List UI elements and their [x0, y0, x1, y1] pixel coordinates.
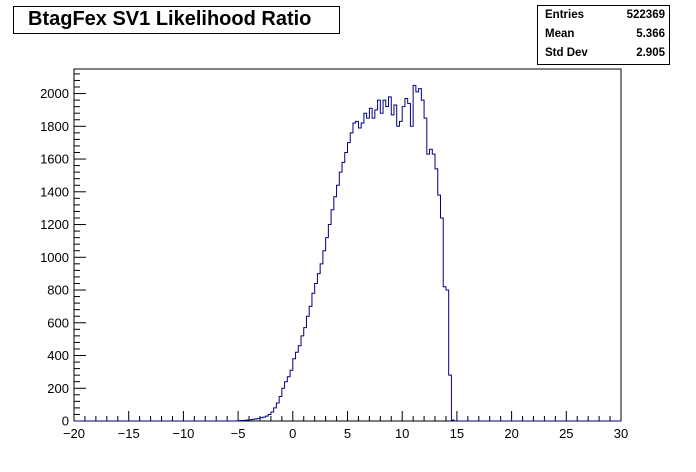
- stat-row-stddev: Std Dev 2.905: [538, 44, 669, 63]
- y-tick-label: 1400: [40, 184, 69, 199]
- x-tick-label: 5: [344, 426, 351, 441]
- y-tick-label: 1800: [40, 119, 69, 134]
- x-tick-label: 0: [289, 426, 296, 441]
- axis-ticks: [73, 73, 622, 422]
- x-tick-label: 25: [559, 426, 573, 441]
- plot-frame: [73, 68, 622, 422]
- x-tick-label: 30: [614, 426, 628, 441]
- x-tick-label: −15: [118, 426, 140, 441]
- x-tick-label: 20: [504, 426, 518, 441]
- x-tick-label: −20: [63, 426, 85, 441]
- y-tick-label: 800: [47, 283, 69, 298]
- x-tick-label: 15: [450, 426, 464, 441]
- stat-row-entries: Entries 522369: [538, 6, 669, 25]
- y-tick-label: 2000: [40, 86, 69, 101]
- histogram-series-line: [74, 84, 621, 422]
- y-tick-label: 0: [62, 414, 69, 429]
- y-tick-label: 400: [47, 348, 69, 363]
- y-tick-label: 1600: [40, 152, 69, 167]
- stat-label: Std Dev: [545, 47, 588, 59]
- x-tick-label: −10: [172, 426, 194, 441]
- stats-box: Entries 522369 Mean 5.366 Std Dev 2.905: [537, 5, 670, 65]
- stat-label: Entries: [545, 9, 584, 21]
- x-tick-label: 10: [395, 426, 409, 441]
- title-box: BtagFex SV1 Likelihood Ratio: [13, 6, 340, 34]
- y-tick-label: 600: [47, 315, 69, 330]
- tick-labels: −20 −15 −10 −5 0 5 10 15 20 25 30 0 200 400 600 800 1000…: [40, 86, 628, 441]
- stat-value: 2.905: [636, 47, 665, 59]
- y-tick-label: 1200: [40, 217, 69, 232]
- stat-label: Mean: [545, 28, 575, 40]
- stat-row-mean: Mean 5.366: [538, 25, 669, 44]
- y-tick-label: 200: [47, 381, 69, 396]
- y-tick-label: 1000: [40, 250, 69, 265]
- x-tick-label: −5: [231, 426, 246, 441]
- stat-value: 5.366: [636, 28, 665, 40]
- chart-title: BtagFex SV1 Likelihood Ratio: [28, 8, 312, 30]
- stat-value: 522369: [626, 9, 665, 21]
